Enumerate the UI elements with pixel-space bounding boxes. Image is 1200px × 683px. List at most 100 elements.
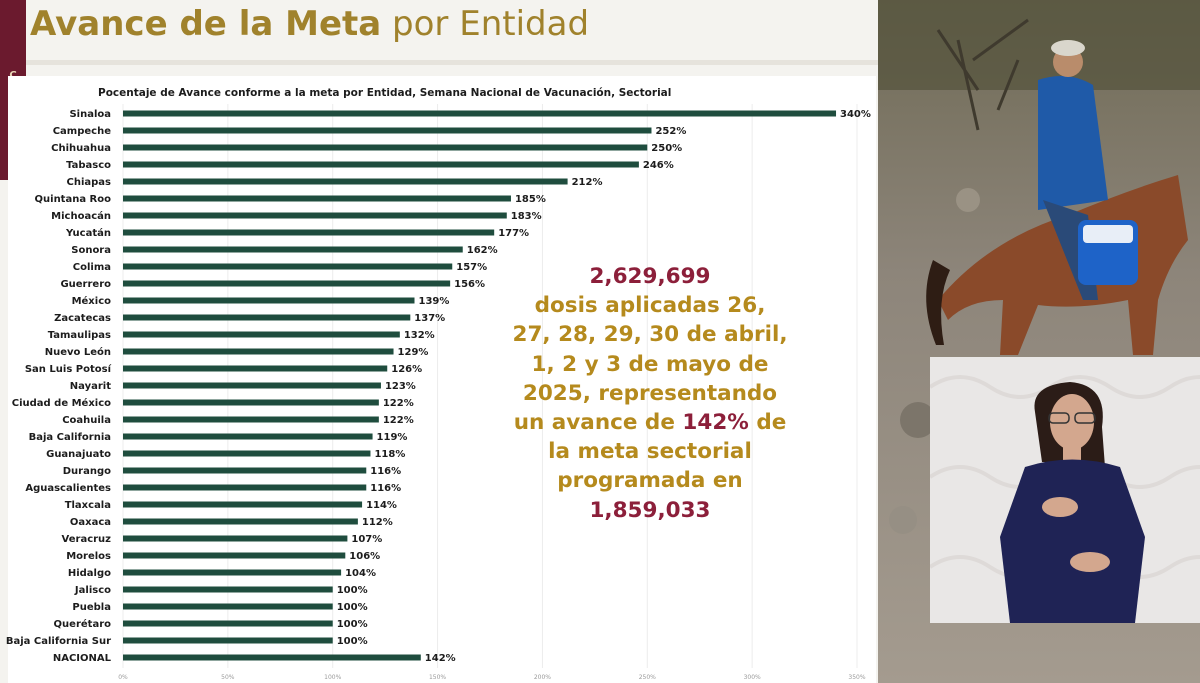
bar [123,433,373,440]
bar [123,246,463,253]
value-label: 185% [515,194,546,205]
title-divider [26,60,878,65]
bar [123,416,379,423]
sign-language-interpreter-video [930,357,1200,623]
summary-text-part: de [748,410,787,436]
summary-goal: 1,859,033 [589,497,711,523]
category-label: Jalisco [74,585,111,596]
value-label: 250% [651,143,682,154]
category-label: Chiapas [67,177,112,188]
chart-title: Pocentaje de Avance conforme a la meta p… [98,87,672,99]
bar [123,399,379,406]
bar-chart: 0% 50% 100% 150% 200% 250% 300% 350% Sinaloa 340%… [6,104,871,681]
category-label: Durango [63,466,111,477]
bar [123,195,511,202]
category-label: Nuevo León [45,346,111,358]
bar [123,535,348,542]
summary-line: 2025, representando [522,380,778,406]
bar [123,365,388,372]
value-label: 100% [337,585,368,596]
category-label: Guerrero [60,279,111,290]
x-tick-label: 0% [118,674,128,681]
bar [123,229,495,236]
category-label: Chihuahua [51,143,111,154]
value-label: 183% [511,211,542,222]
summary-line: la meta sectorial [548,439,752,465]
bar [123,569,342,576]
category-label: Veracruz [62,534,112,545]
bar [123,127,652,134]
bar [123,263,453,270]
value-label: 129% [398,347,429,358]
category-label: Baja California Sur [6,636,111,647]
bar [123,637,333,644]
summary-percent: 142% [682,410,749,436]
value-label: 107% [351,534,382,545]
x-tick-label: 300% [744,674,761,681]
summary-line: 1, 2 y 3 de mayo de [531,351,769,377]
value-label: 162% [467,245,498,256]
category-label: Tabasco [66,160,111,171]
summary-total: 2,629,699 [589,264,711,289]
value-label: 157% [456,262,487,273]
category-label: Yucatán [65,227,111,239]
value-label: 114% [366,500,397,511]
category-label: Coahuila [62,415,111,426]
value-label: 100% [337,619,368,630]
category-label: Morelos [66,551,111,562]
value-label: 106% [349,551,380,562]
value-label: 100% [337,636,368,647]
bar [123,280,451,287]
category-label: Sonora [71,245,111,256]
value-label: 122% [383,415,414,426]
summary-line: 27, 28, 29, 30 de abril, [512,322,788,348]
bar [123,450,371,457]
bar [123,178,568,185]
x-tick-label: 50% [221,674,235,681]
value-label: 156% [454,279,485,290]
category-label: Tamaulipas [48,330,111,341]
bar [123,110,837,117]
value-label: 116% [370,466,401,477]
value-label: 116% [370,483,401,494]
value-label: 142% [425,653,456,664]
bar [123,212,507,219]
summary-line: dosis aplicadas 26, [534,293,766,319]
bar [123,620,333,627]
page-title: Avance de la Meta por Entidad [30,4,589,44]
summary-line: programada en [557,468,743,494]
category-label: Quintana Roo [35,194,112,205]
category-label: México [72,295,112,307]
category-label: Oaxaca [70,517,111,528]
page-title-bold: Avance de la Meta [30,4,382,44]
category-label: Guanajuato [46,449,111,460]
bar [123,586,333,593]
bar [123,552,346,559]
category-label: Campeche [53,126,111,137]
sidebar-letter: C [0,70,26,81]
bar [123,467,367,474]
bar [123,144,648,151]
value-label: 126% [391,364,422,375]
category-label: Baja California [29,432,111,443]
bar [123,518,358,525]
chart-panel [8,76,876,683]
summary-line-progress: un avance de 142% de [500,408,800,437]
bar [123,161,639,168]
value-label: 177% [498,228,529,239]
value-label: 132% [404,330,435,341]
category-label: Puebla [72,602,111,613]
category-label: Michoacán [51,210,111,222]
category-label: Zacatecas [54,313,111,324]
value-label: 119% [377,432,408,443]
x-tick-label: 250% [639,674,656,681]
summary-text-part: un avance de [513,410,683,436]
bar [123,348,394,355]
value-label: 123% [385,381,416,392]
x-tick-label: 200% [534,674,551,681]
value-label: 246% [643,160,674,171]
category-label: Ciudad de México [12,397,111,409]
bar [123,654,421,661]
bar [123,314,411,321]
category-label: Aguascalientes [25,483,111,494]
